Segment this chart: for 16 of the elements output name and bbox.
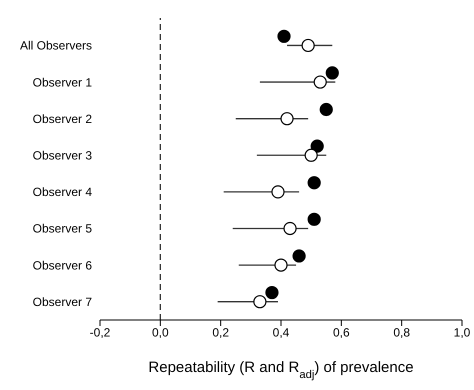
x-axis-title: Repeatability (R and R$_{adj}$) of prevalence <box>148 359 414 381</box>
x-tick-label: 0,4 <box>272 326 290 340</box>
y-tick-label: Observer 1 <box>32 75 92 90</box>
y-tick-label: Observer 2 <box>32 112 92 126</box>
y-tick-label: Observer 7 <box>32 294 92 309</box>
y-tick-label: Observer 5 <box>32 222 92 236</box>
y-tick-label: All Observers <box>20 38 92 53</box>
x-tick-label: 0,8 <box>393 326 410 340</box>
x-tick-label: 0,6 <box>332 326 350 340</box>
y-tick-label: Observer 3 <box>32 148 92 163</box>
x-tick-label: -0,2 <box>90 326 111 340</box>
x-tick-label: 1,0 <box>454 326 471 340</box>
x-tick-label: 0,2 <box>212 326 230 340</box>
x-tick-label: 0,0 <box>152 326 169 340</box>
y-tick-label: Observer 4 <box>32 185 92 200</box>
y-tick-label: Observer 6 <box>32 258 92 272</box>
